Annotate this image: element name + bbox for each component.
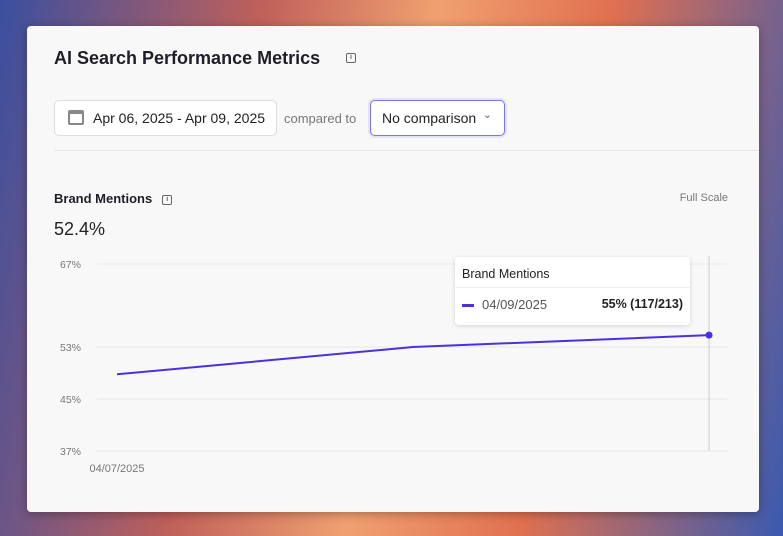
full-scale-toggle[interactable]: Full Scale	[679, 192, 728, 204]
series-swatch	[462, 304, 474, 308]
info-icon[interactable]: i	[162, 194, 173, 205]
metrics-card: AI Search Performance Metrics i Apr 06, 2…	[27, 26, 759, 512]
y-tick-label: 67%	[60, 259, 81, 271]
data-point	[705, 331, 713, 339]
tooltip-date: 04/09/2025	[482, 297, 548, 312]
y-tick-label: 45%	[60, 394, 81, 406]
comparison-select-value: No comparison	[382, 110, 477, 126]
metric-value: 52.4%	[54, 219, 106, 239]
date-range-text: Apr 06, 2025 - Apr 09, 2025	[93, 110, 266, 126]
divider	[54, 150, 759, 151]
date-range-picker[interactable]: Apr 06, 2025 - Apr 09, 2025	[54, 100, 277, 136]
metric-title-text: Brand Mentions	[54, 191, 153, 206]
tooltip-value: 55% (117/213)	[601, 297, 683, 311]
compared-to-label: compared to	[284, 111, 357, 126]
page-title: AI Search Performance Metrics i	[54, 48, 356, 69]
chevron-down-icon: ⌄	[482, 109, 492, 121]
calendar-icon	[68, 110, 84, 125]
series-line	[116, 334, 710, 376]
info-icon[interactable]: i	[346, 53, 356, 63]
comparison-select[interactable]: No comparison ⌄	[370, 100, 505, 136]
metric-title: Brand Mentions i	[54, 191, 173, 206]
tooltip-title: Brand Mentions	[455, 257, 690, 288]
chart-tooltip: Brand Mentions 04/09/2025 55% (117/213)	[455, 257, 690, 325]
x-tick-label: 04/07/2025	[89, 463, 144, 475]
y-tick-label: 53%	[60, 342, 81, 354]
y-tick-label: 37%	[60, 446, 81, 458]
page-title-text: AI Search Performance Metrics	[54, 48, 321, 68]
